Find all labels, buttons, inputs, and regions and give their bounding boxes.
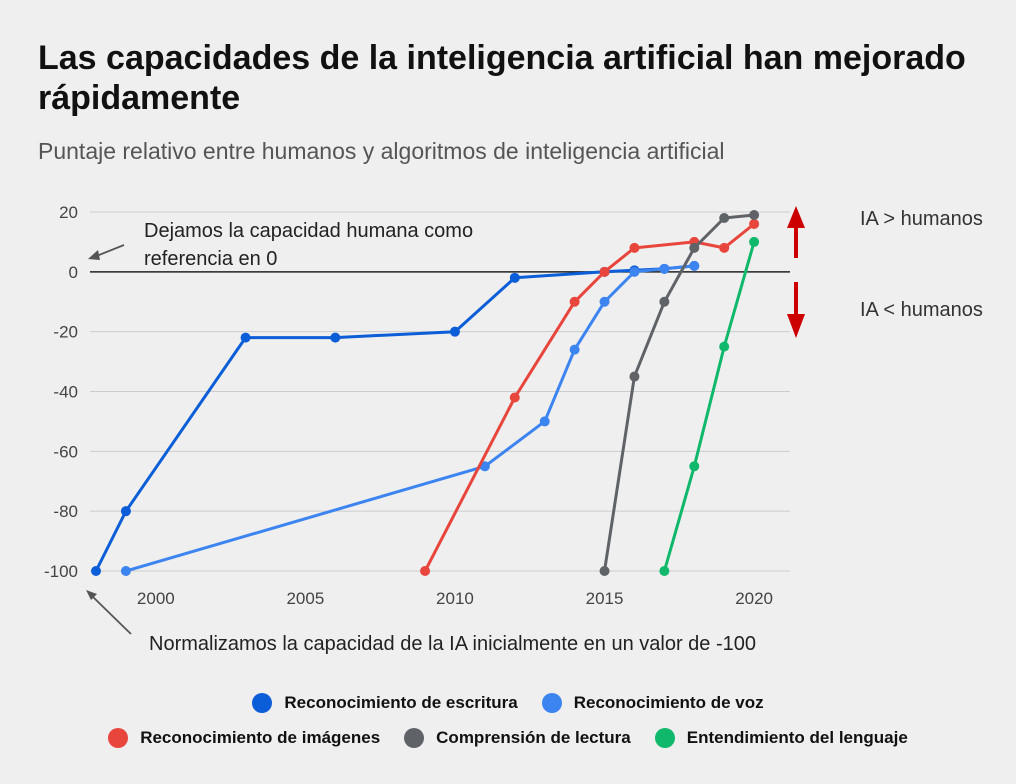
data-point	[569, 344, 580, 355]
legend-swatch	[252, 693, 273, 713]
data-point	[330, 332, 341, 343]
below-indicator: IA < humanos	[787, 282, 983, 338]
x-tick-label: 2005	[286, 589, 324, 608]
y-tick-label: -100	[44, 562, 78, 581]
data-point	[509, 392, 520, 403]
chart-subtitle: Puntaje relativo entre humanos y algorit…	[38, 138, 725, 164]
reference-annotation-line1: Dejamos la capacidad humana como	[144, 220, 473, 242]
data-point	[749, 236, 760, 247]
y-tick-label: -80	[53, 502, 78, 521]
data-point	[599, 296, 610, 307]
series-0	[91, 260, 700, 576]
legend-row-1: Reconocimiento de escritura Reconocimien…	[0, 693, 1016, 713]
legend-item-escritura: Reconocimiento de escritura	[252, 693, 518, 713]
series-line	[423, 222, 756, 573]
legend-swatch	[108, 728, 129, 748]
down-arrow-icon	[787, 314, 805, 338]
normalize-annotation-text: Normalizamos la capacidad de la IA inici…	[149, 633, 756, 655]
y-tick-label: -40	[53, 383, 78, 402]
series-line	[124, 264, 696, 573]
y-tick-label: -60	[53, 442, 78, 461]
data-point	[420, 566, 431, 576]
series-line	[603, 213, 756, 573]
data-point	[629, 266, 640, 277]
data-point	[659, 566, 670, 576]
legend-item-lectura: Comprensión de lectura	[404, 728, 631, 748]
x-tick-label: 2015	[586, 589, 624, 608]
legend-label: Comprensión de lectura	[436, 728, 631, 747]
legend-label: Entendimiento del lenguaje	[686, 728, 908, 747]
chart-area: 20 0 -20 -40 -60 -80 -100 2000 2005 2010 2015 2020…	[44, 203, 983, 655]
reference-annotation: Dejamos la capacidad humana como referen…	[88, 220, 473, 270]
data-point	[120, 506, 131, 517]
series-group	[91, 209, 760, 576]
legend-label: Reconocimiento de escritura	[284, 693, 518, 712]
legend-label: Reconocimiento de imágenes	[140, 728, 381, 747]
grid	[90, 211, 790, 572]
normalize-pointer-arrowhead	[86, 590, 97, 600]
data-point	[449, 326, 460, 337]
data-point	[539, 416, 550, 427]
legend-item-lenguaje: Entendimiento del lenguaje	[654, 728, 908, 748]
series-1	[120, 260, 700, 576]
data-point	[479, 461, 490, 472]
series-line	[94, 264, 696, 573]
data-point	[629, 371, 640, 382]
y-tick-label: 0	[69, 263, 78, 282]
y-axis: 20 0 -20 -40 -60 -80 -100	[44, 203, 78, 581]
series-line	[662, 240, 756, 573]
legend-swatch	[541, 693, 562, 713]
legend-item-imagenes: Reconocimiento de imágenes	[108, 728, 380, 748]
up-arrow-icon	[787, 206, 805, 228]
x-axis: 2000 2005 2010 2015 2020	[137, 589, 773, 608]
legend-row-2: Reconocimiento de imágenes Comprensión d…	[0, 728, 1016, 748]
x-tick-label: 2020	[735, 589, 773, 608]
legend-label: Reconocimiento de voz	[573, 693, 764, 712]
series-3	[599, 209, 760, 576]
normalize-annotation: Normalizamos la capacidad de la IA inici…	[86, 590, 756, 655]
data-point	[569, 296, 580, 307]
legend-item-voz: Reconocimiento de voz	[541, 693, 764, 713]
x-tick-label: 2010	[436, 589, 474, 608]
data-point	[91, 566, 101, 576]
reference-annotation-line2: referencia en 0	[144, 248, 277, 270]
data-point	[749, 218, 760, 229]
data-point	[509, 272, 520, 283]
below-label: IA < humanos	[860, 299, 983, 321]
data-point	[629, 242, 640, 253]
above-indicator: IA > humanos	[787, 206, 983, 258]
legend-swatch	[404, 728, 425, 748]
data-point	[659, 296, 670, 307]
reference-pointer-arrowhead	[88, 250, 100, 260]
data-point	[240, 332, 251, 343]
above-label: IA > humanos	[860, 208, 983, 230]
data-point	[719, 341, 730, 352]
x-tick-label: 2000	[137, 589, 175, 608]
data-point	[689, 461, 700, 472]
data-point	[599, 566, 610, 576]
y-tick-label: -20	[53, 323, 78, 342]
data-point	[659, 263, 670, 274]
y-tick-label: 20	[59, 203, 78, 222]
data-point	[689, 260, 700, 271]
data-point	[120, 566, 131, 576]
data-point	[599, 266, 610, 277]
data-point	[719, 212, 730, 223]
legend-swatch	[654, 728, 675, 748]
series-2	[420, 218, 760, 576]
data-point	[749, 209, 760, 220]
data-point	[719, 242, 730, 253]
chart-title: Las capacidades de la inteligencia artif…	[38, 39, 966, 117]
series-4	[659, 236, 760, 576]
data-point	[689, 242, 700, 253]
normalize-pointer-line	[91, 595, 132, 635]
